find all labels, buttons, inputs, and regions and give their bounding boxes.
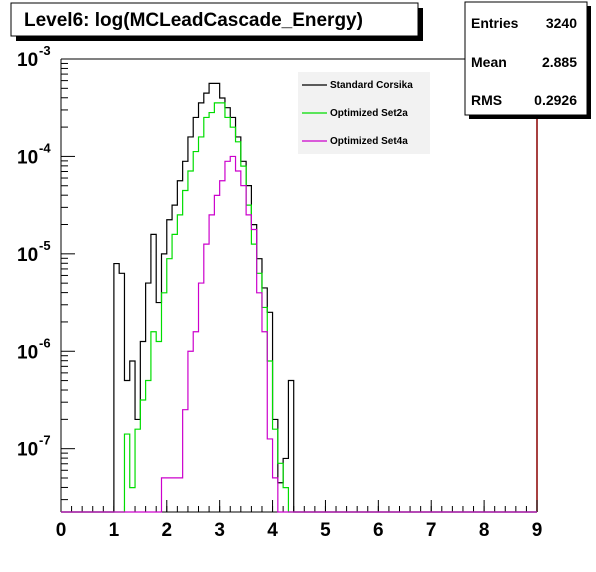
title-box: Level6: log(MCLeadCascade_Energy) [10,2,423,41]
y-tick-exponent: -6 [39,335,51,350]
stats-mean-label: Mean [471,54,507,70]
y-tick-label: 10 [17,440,38,461]
x-tick-label: 0 [56,520,67,541]
x-tick-label: 8 [479,520,490,541]
stats-entries-label: Entries [471,15,519,31]
stats-entries-value: 3240 [546,15,577,31]
stats-rms-value: 0.2926 [534,92,577,108]
y-tick-exponent: -5 [39,238,51,253]
x-tick-label: 6 [373,520,384,541]
y-tick-exponent: -4 [39,140,51,155]
x-tick-label: 7 [426,520,437,541]
x-tick-label: 3 [214,520,225,541]
series-line-3 [61,155,537,513]
x-tick-label: 1 [109,520,120,541]
legend: Standard Corsika Optimized Set2a Optimized… [298,72,430,154]
x-tick-label: 5 [320,520,331,541]
stats-box: Entries 3240 Mean 2.885 RMS 0.2926 [464,1,591,119]
chart-title: Level6: log(MCLeadCascade_Energy) [24,10,363,31]
series-layer [61,82,537,513]
y-tick-label: 10 [17,50,38,71]
y-tick-label: 10 [17,147,38,168]
stats-mean-value: 2.885 [542,54,577,70]
x-tick-label: 9 [532,520,543,541]
y-tick-exponent: -3 [39,43,51,58]
stats-rms-label: RMS [471,92,502,108]
series-line-2 [61,102,537,513]
legend-label: Optimized Set2a [330,108,408,119]
x-tick-label: 2 [161,520,172,541]
legend-label: Optimized Set4a [330,136,408,147]
y-tick-exponent: -7 [39,433,51,448]
x-tick-label: 4 [267,520,278,541]
legend-label: Standard Corsika [330,80,413,91]
axis-ticks: 0 1 2 3 4 5 6 7 8 910-310-410-510-610-7 [17,43,542,541]
y-tick-label: 10 [17,342,38,363]
y-tick-label: 10 [17,245,38,266]
series-line-1 [61,82,537,513]
